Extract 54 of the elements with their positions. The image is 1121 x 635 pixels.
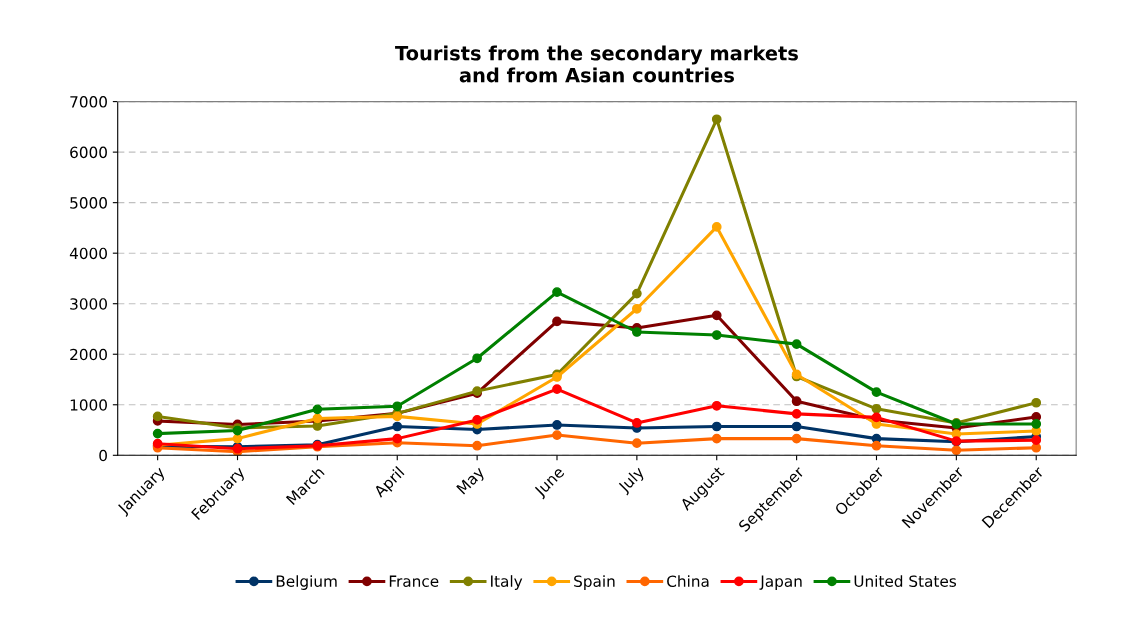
point xyxy=(152,411,163,422)
point xyxy=(871,440,882,451)
point xyxy=(472,415,482,425)
y-tick-label: 1000 xyxy=(70,399,107,411)
point xyxy=(552,430,562,440)
point xyxy=(711,222,722,232)
point xyxy=(871,387,882,397)
point xyxy=(711,421,722,432)
point xyxy=(552,287,562,297)
point xyxy=(951,445,962,456)
point xyxy=(472,440,482,451)
point xyxy=(711,114,722,125)
point xyxy=(312,404,323,415)
point xyxy=(552,316,562,327)
y-tick-label: 5000 xyxy=(70,197,107,209)
point xyxy=(711,330,722,340)
point xyxy=(152,428,163,439)
y-tick-label: 4000 xyxy=(69,247,107,260)
point xyxy=(791,409,802,419)
point xyxy=(791,421,802,432)
point xyxy=(791,339,802,349)
y-tick-label: 3000 xyxy=(70,298,107,310)
point xyxy=(552,384,562,394)
point xyxy=(791,396,802,407)
point xyxy=(1031,419,1042,429)
point xyxy=(632,418,642,428)
point xyxy=(392,401,403,412)
point xyxy=(632,327,642,337)
legend-label: Belgium xyxy=(276,575,337,590)
point xyxy=(871,403,882,414)
point xyxy=(1031,397,1042,408)
point xyxy=(392,421,403,432)
point xyxy=(632,438,642,449)
point xyxy=(632,303,642,314)
point xyxy=(552,420,562,430)
y-tick-label: 2000 xyxy=(70,348,107,361)
point xyxy=(791,433,802,444)
legend-label: Italy xyxy=(491,575,523,590)
legend-label: France xyxy=(389,575,439,587)
y-tick-label: 0 xyxy=(99,449,107,462)
y-tick-label: 7000 xyxy=(70,96,107,108)
legend-label: United States xyxy=(854,575,957,587)
legend-label: Spain xyxy=(574,575,615,590)
point xyxy=(1031,435,1042,445)
point xyxy=(632,288,642,299)
point xyxy=(711,433,722,444)
point xyxy=(711,310,722,321)
point xyxy=(472,353,482,364)
y-tick-label: 6000 xyxy=(70,146,107,159)
chart-title: Tourists from the secondary markets and from Asian countries xyxy=(395,45,798,83)
legend-label: China xyxy=(667,575,709,587)
legend-label: Japan xyxy=(759,575,802,590)
point xyxy=(392,433,403,444)
point xyxy=(711,400,722,411)
